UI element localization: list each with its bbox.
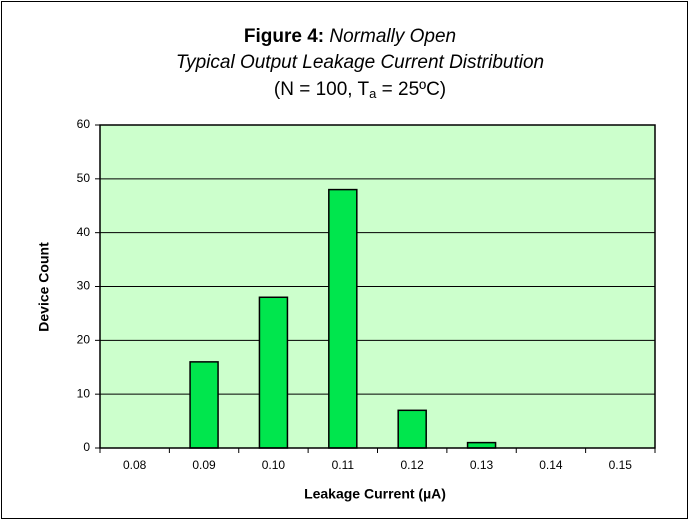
plot-border: [99, 124, 656, 449]
bar: [328, 188, 358, 449]
x-tick-label: 0.08: [123, 458, 147, 472]
x-tick-label: 0.13: [470, 458, 494, 472]
x-tick-label: 0.11: [332, 458, 355, 472]
bar: [397, 409, 427, 449]
y-tick-label: 30: [77, 279, 91, 293]
bar: [258, 296, 289, 449]
y-tick-label: 20: [77, 333, 91, 347]
x-tick-label: 0.12: [401, 458, 425, 472]
y-tick-label: 60: [77, 117, 91, 131]
x-tick-label: 0.15: [609, 458, 633, 472]
y-tick-label: 50: [77, 171, 91, 185]
note-prefix: (N = 100, T: [274, 79, 370, 100]
x-tick-label: 0.09: [192, 458, 216, 472]
chart-note: (N = 100, Ta = 25ºC): [274, 79, 446, 101]
y-tick-label: 40: [77, 225, 91, 239]
chart-title: Figure 4: Normally Open: [244, 26, 456, 47]
x-tick-label: 0.14: [539, 458, 563, 472]
bar: [466, 441, 497, 449]
note-subscript: a: [369, 86, 377, 101]
title-bold: Figure 4:: [244, 26, 324, 47]
y-tick-label: 10: [77, 386, 91, 400]
x-tick-label: 0.10: [262, 458, 286, 472]
title-italic: Normally Open: [329, 26, 456, 47]
bar: [189, 361, 219, 449]
note-suffix: = 25ºC): [376, 79, 446, 100]
y-axis-title: Device Count: [36, 242, 52, 332]
chart-subtitle: Typical Output Leakage Current Distribut…: [176, 52, 544, 73]
y-tick-label: 0: [83, 440, 90, 454]
x-axis-title: Leakage Current (µA): [304, 486, 446, 502]
